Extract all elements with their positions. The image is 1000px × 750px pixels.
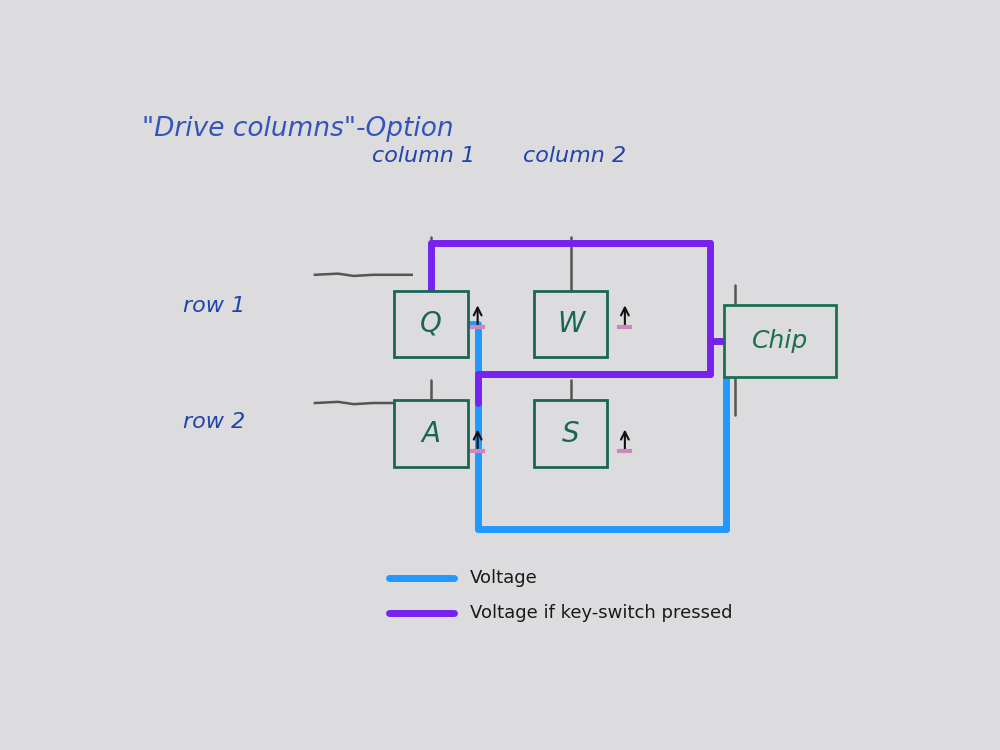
Text: Chip: Chip bbox=[752, 329, 808, 353]
Text: column 1: column 1 bbox=[372, 146, 475, 166]
FancyBboxPatch shape bbox=[534, 291, 607, 357]
Text: Q: Q bbox=[420, 310, 442, 338]
Text: Voltage if key-switch pressed: Voltage if key-switch pressed bbox=[470, 604, 732, 622]
Text: row 1: row 1 bbox=[183, 296, 245, 316]
Text: S: S bbox=[562, 419, 579, 448]
Text: A: A bbox=[422, 419, 441, 448]
FancyBboxPatch shape bbox=[394, 400, 468, 466]
Text: Voltage: Voltage bbox=[470, 569, 538, 587]
Text: "Drive columns"-Option: "Drive columns"-Option bbox=[142, 116, 454, 142]
FancyBboxPatch shape bbox=[724, 305, 836, 377]
FancyBboxPatch shape bbox=[534, 400, 607, 466]
Text: row 2: row 2 bbox=[183, 412, 245, 432]
Text: column 2: column 2 bbox=[523, 146, 626, 166]
FancyBboxPatch shape bbox=[394, 291, 468, 357]
Text: W: W bbox=[557, 310, 584, 338]
